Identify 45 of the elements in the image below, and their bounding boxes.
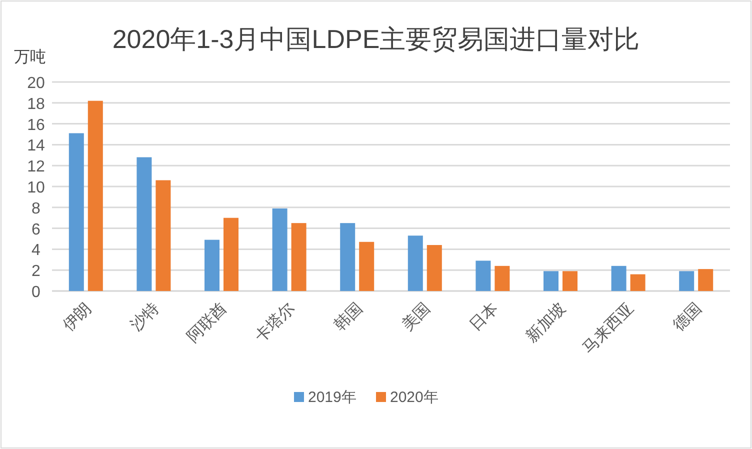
bar xyxy=(544,271,558,291)
bar xyxy=(291,223,306,291)
bar xyxy=(494,266,510,291)
bar xyxy=(679,271,694,291)
bar xyxy=(272,208,288,291)
x-tick-label: 韩国 xyxy=(330,299,366,334)
legend-label: 2019年 xyxy=(308,389,356,406)
bar xyxy=(408,236,423,291)
bar xyxy=(88,100,103,291)
x-tick-label: 阿联酋 xyxy=(184,299,230,346)
y-tick-label: 10 xyxy=(27,180,45,196)
y-tick-label: 6 xyxy=(32,221,41,238)
y-tick-label: 2 xyxy=(32,263,41,280)
y-tick-label: 16 xyxy=(27,116,45,134)
y-axis-title: 万吨 xyxy=(14,48,46,66)
bar xyxy=(562,271,578,291)
y-tick-label: 14 xyxy=(27,138,45,155)
y-tick-label: 18 xyxy=(27,96,45,113)
y-tick-label: 0 xyxy=(32,284,41,301)
bar xyxy=(426,245,442,291)
bar xyxy=(698,269,714,291)
bar xyxy=(136,157,152,291)
bar xyxy=(476,260,491,291)
y-tick-label: 12 xyxy=(27,158,45,176)
x-tick-label: 伊朗 xyxy=(59,299,95,334)
y-tick-label: 4 xyxy=(32,242,41,260)
legend-label: 2020年 xyxy=(390,389,438,406)
x-tick-label: 新加坡 xyxy=(522,299,570,346)
x-tick-label: 马来西亚 xyxy=(579,299,638,358)
bar xyxy=(630,274,646,291)
bar xyxy=(359,242,374,291)
y-tick-label: 20 xyxy=(27,75,45,92)
x-tick-label: 卡塔尔 xyxy=(251,299,298,346)
x-tick-label: 德国 xyxy=(670,300,705,334)
bar xyxy=(68,133,84,291)
bar xyxy=(224,218,238,291)
chart-title: 2020年1-3月中国LDPE主要贸易国进口量对比 xyxy=(112,24,640,54)
bar xyxy=(156,180,171,291)
bar xyxy=(340,223,356,291)
bar xyxy=(204,240,220,291)
x-tick-label: 日本 xyxy=(466,299,502,334)
x-tick-label: 美国 xyxy=(398,299,434,334)
x-tick-label: 沙特 xyxy=(127,299,163,334)
bar xyxy=(611,266,626,291)
y-tick-label: 8 xyxy=(32,200,41,218)
